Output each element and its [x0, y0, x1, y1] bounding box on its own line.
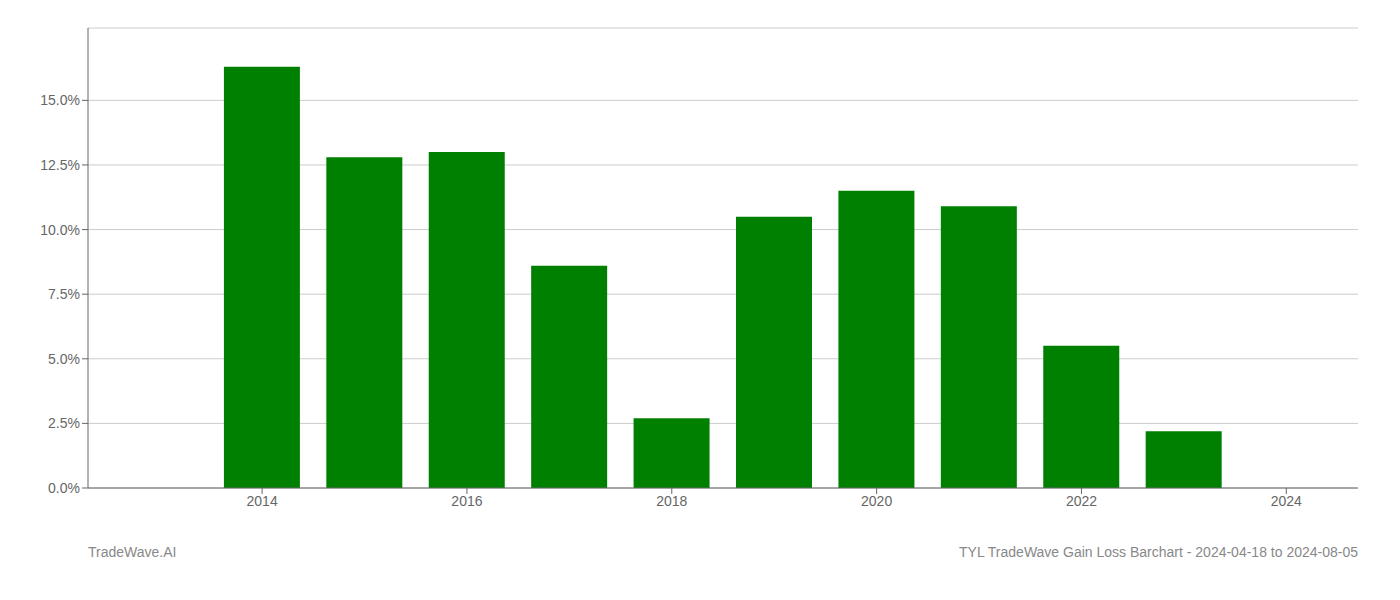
- svg-text:12.5%: 12.5%: [40, 157, 80, 173]
- svg-text:15.0%: 15.0%: [40, 92, 80, 108]
- svg-text:5.0%: 5.0%: [48, 351, 80, 367]
- svg-text:2016: 2016: [451, 493, 482, 509]
- svg-text:2014: 2014: [247, 493, 278, 509]
- svg-text:2018: 2018: [656, 493, 687, 509]
- svg-text:7.5%: 7.5%: [48, 286, 80, 302]
- svg-text:2024: 2024: [1271, 493, 1302, 509]
- html-text:TradeWave.AI: TradeWave.AI: [88, 544, 177, 560]
- svg-text:2.5%: 2.5%: [48, 415, 80, 431]
- svg-text:0.0%: 0.0%: [48, 480, 80, 496]
- html-text:TYL TradeWave Gain Loss Barcha: TYL TradeWave Gain Loss Barchart - 2024-…: [959, 544, 1358, 560]
- svg-text:2020: 2020: [861, 493, 892, 509]
- svg-text:10.0%: 10.0%: [40, 222, 80, 238]
- svg-text:2022: 2022: [1066, 493, 1097, 509]
